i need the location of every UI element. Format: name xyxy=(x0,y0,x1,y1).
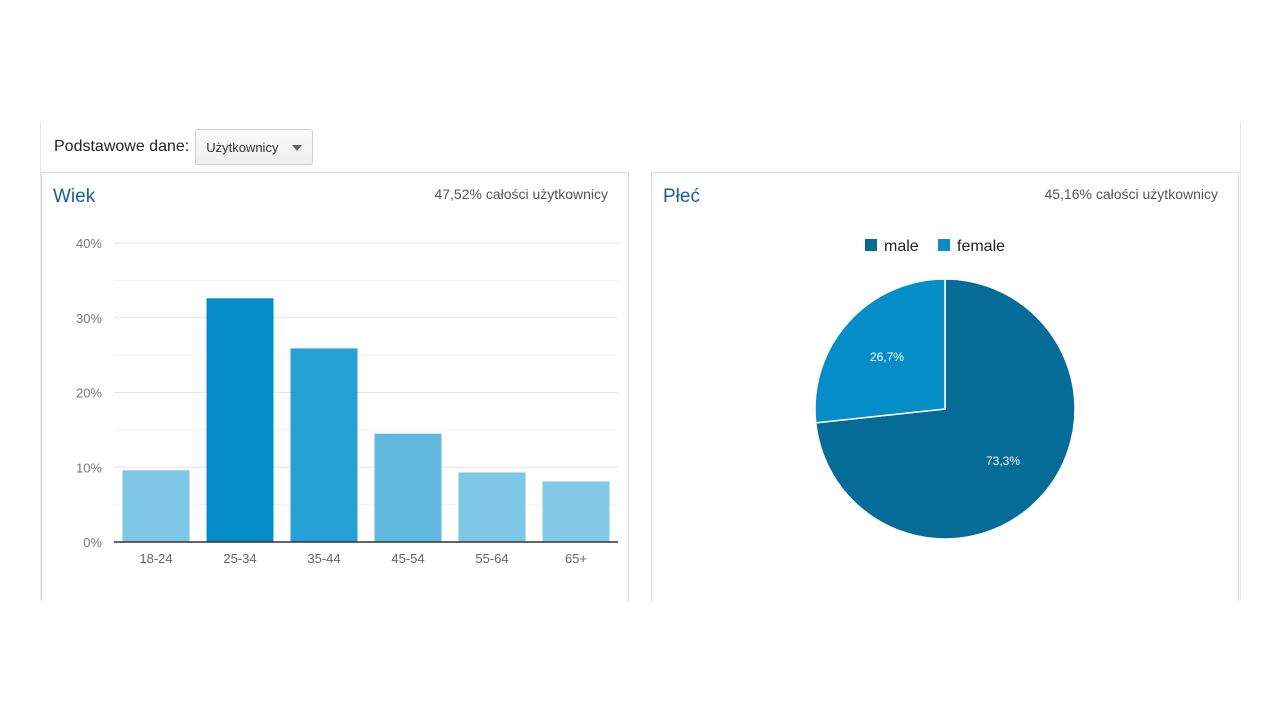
pie-label-male: 73,3% xyxy=(986,454,1020,468)
demographics-panel: Podstawowe dane: Użytkownicy Wiek 47,52%… xyxy=(40,122,1241,602)
legend-swatch-male xyxy=(865,239,877,251)
metric-label: Podstawowe dane: xyxy=(54,138,190,155)
metric-dropdown-value: Użytkownicy xyxy=(206,139,279,155)
metric-toolbar: Podstawowe dane: Użytkownicy xyxy=(54,128,314,166)
x-tick-label: 18-24 xyxy=(139,551,172,566)
age-bar-chart: 0% 10% 20% 30% 40% 18-24 25-34 35-44 45-54 55-64 6… xyxy=(76,236,618,566)
metric-dropdown[interactable]: Użytkownicy xyxy=(195,129,314,165)
pie-legend: male female xyxy=(865,238,1005,255)
x-tick-label: 25-34 xyxy=(223,551,256,566)
gender-card: Płeć 45,16% całości użytkownicy male fema… xyxy=(651,172,1239,602)
bar-18-24[interactable] xyxy=(122,470,190,542)
gender-card-subtitle: 45,16% całości użytkownicy xyxy=(1044,186,1218,202)
bar-55-64[interactable] xyxy=(458,472,526,542)
y-tick-label: 40% xyxy=(76,236,102,251)
y-tick-label: 20% xyxy=(76,386,102,401)
gender-card-title[interactable]: Płeć xyxy=(663,186,700,207)
bar-65+[interactable] xyxy=(542,481,610,542)
legend-label-male[interactable]: male xyxy=(884,238,919,255)
x-tick-label: 55-64 xyxy=(475,551,508,566)
x-tick-label: 65+ xyxy=(565,551,587,566)
y-tick-label: 30% xyxy=(76,311,102,326)
legend-swatch-female xyxy=(938,239,950,251)
bar-25-34[interactable] xyxy=(206,298,274,542)
x-tick-label: 45-54 xyxy=(391,551,424,566)
x-tick-label: 35-44 xyxy=(307,551,340,566)
pie-label-female: 26,7% xyxy=(870,350,904,364)
age-card-title[interactable]: Wiek xyxy=(53,186,96,207)
gender-pie-chart: male female 73,3% 26,7% xyxy=(814,238,1076,540)
pie-slice-female[interactable] xyxy=(814,278,946,424)
age-card: Wiek 47,52% całości użytkownicy 0% 10% 20%… xyxy=(41,172,629,602)
y-tick-label: 10% xyxy=(76,460,102,475)
legend-label-female[interactable]: female xyxy=(957,238,1005,255)
bar-35-44[interactable] xyxy=(290,348,358,542)
caret-down-icon xyxy=(292,145,303,151)
age-card-subtitle: 47,52% całości użytkownicy xyxy=(434,186,608,202)
y-tick-label: 0% xyxy=(83,535,102,550)
bar-45-54[interactable] xyxy=(374,433,442,542)
